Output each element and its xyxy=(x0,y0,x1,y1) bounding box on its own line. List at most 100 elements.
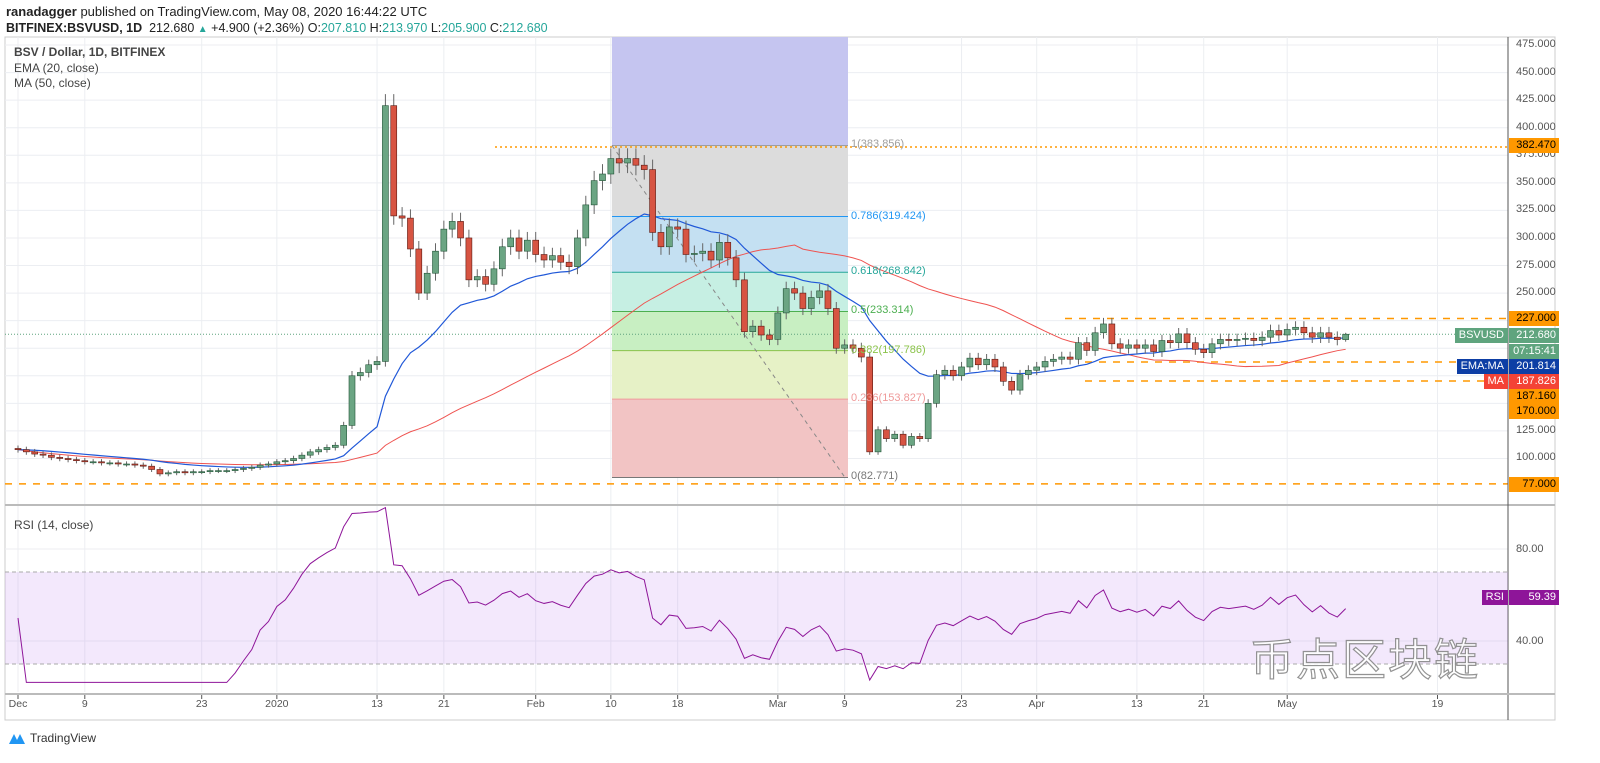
candle-up xyxy=(298,454,306,459)
candle-up xyxy=(1217,339,1224,345)
candle-up xyxy=(1317,332,1324,338)
low-value: 205.900 xyxy=(441,21,487,35)
level-187-label: 187.160 xyxy=(1509,389,1559,404)
candle-down xyxy=(1116,343,1124,349)
candle-up xyxy=(1058,356,1066,360)
open-value: 207.810 xyxy=(320,21,367,35)
candle-down xyxy=(974,357,982,366)
legend-ema[interactable]: EMA (20, close) xyxy=(14,61,99,75)
tradingview-logo[interactable]: TradingView xyxy=(8,731,96,745)
watermark-logo: 币点区块链 xyxy=(1249,635,1480,685)
candle-down xyxy=(649,169,656,233)
fib-zone-extension xyxy=(612,37,848,146)
candle-down xyxy=(415,248,423,294)
rsi-tick-40: 40.00 xyxy=(1516,635,1544,647)
candle-down xyxy=(465,237,473,281)
price-tick-label: 400.000 xyxy=(1516,120,1556,133)
candle-up xyxy=(924,403,932,439)
candle-down xyxy=(791,288,798,294)
fib-level-label: 0.382(197.786) xyxy=(851,343,926,356)
legend-rsi[interactable]: RSI (14, close) xyxy=(14,518,94,532)
candle-down xyxy=(515,237,523,252)
candle-up xyxy=(1342,333,1349,340)
candle-up xyxy=(323,447,331,450)
fib-level-label: 0.5(233.314) xyxy=(851,304,914,317)
candle-up xyxy=(1233,339,1241,341)
price-tick-label: 125.000 xyxy=(1516,423,1556,436)
candle-down xyxy=(148,465,155,470)
candle-down xyxy=(1225,339,1233,341)
open-label: O: xyxy=(307,21,321,35)
date-tick-label: Feb xyxy=(526,698,545,710)
candle-down xyxy=(532,239,540,255)
ohlc-bar: BITFINEX:BSVUSD, 1D 212.680 ▲ +4.900 (+2… xyxy=(6,21,548,35)
candle-down xyxy=(1008,380,1015,391)
ma-value-label: 187.826 xyxy=(1509,374,1559,389)
candle-down xyxy=(398,215,406,219)
candle-up xyxy=(1125,344,1132,349)
candle-up xyxy=(315,449,322,453)
candle-down xyxy=(1200,349,1207,353)
candle-up xyxy=(1283,329,1291,336)
level-382-label: 382.470 xyxy=(1509,138,1559,153)
fib-level-label: 0(82.771) xyxy=(851,470,899,483)
candle-up xyxy=(223,470,231,472)
close-value: 212.680 xyxy=(502,21,548,35)
date-tick-label: 23 xyxy=(955,698,968,710)
candle-down xyxy=(741,279,748,332)
candle-up xyxy=(665,226,673,248)
fib-zone xyxy=(612,350,848,400)
candle-up xyxy=(549,255,556,261)
fib-level-label: 0.618(268.842) xyxy=(851,265,926,278)
candle-down xyxy=(1250,337,1258,341)
legend-title: BSV / Dollar, 1D, BITFINEX xyxy=(14,45,166,59)
candle-up xyxy=(507,237,514,248)
date-tick-label: Mar xyxy=(768,698,787,710)
candle-down xyxy=(565,261,573,267)
candle-down xyxy=(883,429,890,439)
candle-down xyxy=(1108,323,1116,345)
candle-down xyxy=(139,464,147,467)
candle-up xyxy=(1075,342,1082,360)
ema-value-label: 201.814 xyxy=(1509,359,1559,374)
candle-down xyxy=(949,369,957,377)
candle-down xyxy=(799,292,807,309)
candle-up xyxy=(807,297,815,309)
candle-up xyxy=(1016,374,1024,391)
candle-down xyxy=(1275,330,1283,336)
level-227-label: 227.000 xyxy=(1509,311,1559,326)
date-tick-label: 18 xyxy=(671,698,684,710)
candle-up xyxy=(749,325,757,332)
tradingview-icon xyxy=(9,734,25,744)
countdown-label: 07:15:41 xyxy=(1509,344,1559,359)
candle-down xyxy=(64,458,72,460)
candle-up xyxy=(1158,340,1166,352)
fib-zone xyxy=(612,311,848,351)
candle-down xyxy=(707,250,715,261)
legend-ma[interactable]: MA (50, close) xyxy=(14,76,91,90)
candle-up xyxy=(1267,330,1274,338)
candle-up xyxy=(1258,336,1266,341)
fib-zone xyxy=(612,399,848,478)
candle-down xyxy=(866,356,874,453)
triangle-up-icon: ▲ xyxy=(197,24,208,35)
date-tick-label: 2020 xyxy=(265,698,289,710)
candle-down xyxy=(98,461,105,464)
candle-down xyxy=(457,221,464,239)
publisher[interactable]: ranadagger xyxy=(6,4,77,19)
candle-up xyxy=(1175,333,1182,344)
candle-up xyxy=(490,268,498,285)
fib-level-label: 0.236(153.827) xyxy=(851,392,926,405)
ma-line xyxy=(17,244,1346,466)
candle-up xyxy=(590,180,598,206)
rsi-band xyxy=(5,572,1508,664)
candle-down xyxy=(181,471,189,474)
candle-down xyxy=(657,232,665,248)
low-label: L: xyxy=(430,21,442,35)
candle-down xyxy=(81,460,89,463)
candle-up xyxy=(524,239,531,252)
candle-up xyxy=(1208,343,1216,353)
rsi-value-label: 59.39 xyxy=(1509,590,1559,605)
candle-up xyxy=(357,372,364,377)
